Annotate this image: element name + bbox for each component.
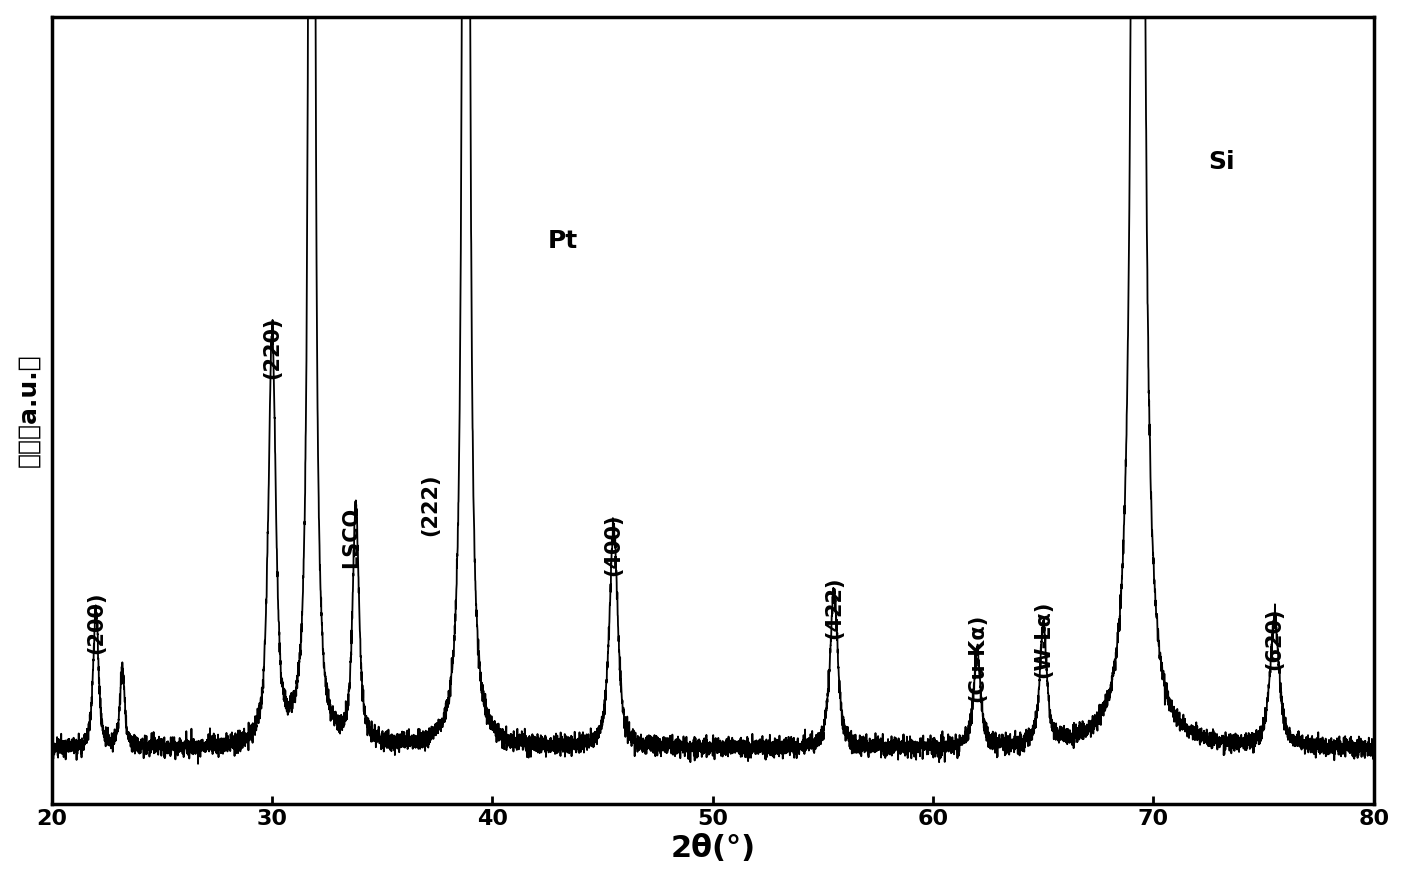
Text: (200): (200) [86,592,105,655]
Text: Pt: Pt [547,229,578,253]
Text: (400): (400) [603,513,624,576]
Text: (W-Lα): (W-Lα) [1033,600,1053,678]
Text: Si: Si [1209,150,1234,174]
Text: (Cu-Kα): (Cu-Kα) [967,613,987,701]
Text: (220): (220) [262,316,283,378]
Text: (422): (422) [824,576,844,639]
Text: (222): (222) [420,473,440,536]
Y-axis label: 强度（a.u.）: 强度（a.u.） [17,354,41,467]
X-axis label: 2θ(°): 2θ(°) [671,834,755,863]
Text: LSCO: LSCO [342,507,361,568]
Text: (620): (620) [1264,607,1285,670]
